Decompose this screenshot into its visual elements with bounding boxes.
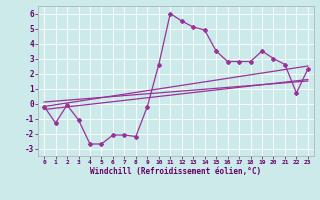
X-axis label: Windchill (Refroidissement éolien,°C): Windchill (Refroidissement éolien,°C) — [91, 167, 261, 176]
